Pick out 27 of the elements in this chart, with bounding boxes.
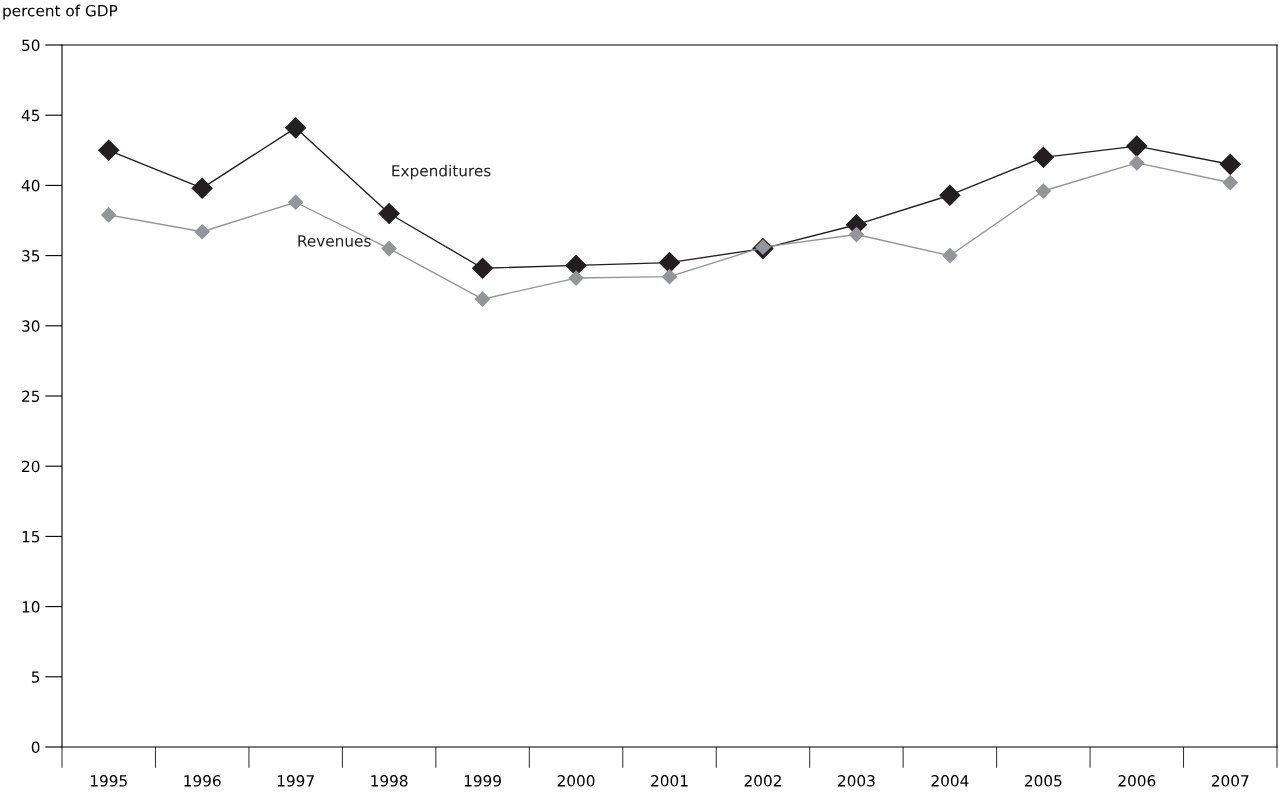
y-tick-label: 45 (21, 109, 40, 122)
y-tick-label: 0 (31, 741, 40, 754)
x-tick-label: 1998 (371, 775, 408, 787)
x-tick-label: 2001 (651, 775, 688, 787)
y-tick-label: 35 (22, 250, 40, 262)
y-tick-label: 20 (22, 460, 40, 473)
x-tick-label: 2003 (838, 775, 875, 787)
series-label: Revenues (298, 235, 371, 247)
x-tick-label: 2002 (744, 775, 781, 787)
x-tick-label: 2005 (1025, 775, 1062, 787)
y-tick-label: 30 (22, 320, 40, 332)
x-tick-label: 2000 (557, 775, 595, 787)
y-tick-label: 40 (21, 179, 40, 192)
x-tick-label: 1997 (277, 775, 314, 787)
y-tick-label: 25 (22, 390, 40, 403)
series-label: Expenditures (392, 164, 491, 180)
y-tick-label: 50 (22, 39, 40, 52)
x-tick-label: 1996 (184, 775, 221, 787)
x-tick-label: 2007 (1211, 775, 1249, 787)
y-tick-label: 15 (22, 531, 40, 543)
y-tick-label: 10 (22, 601, 40, 613)
x-tick-label: 1995 (90, 775, 127, 787)
x-tick-label: 1999 (464, 775, 501, 787)
y-tick-label: 5 (31, 671, 40, 683)
x-tick-label: 2004 (931, 775, 969, 787)
x-tick-label: 2006 (1118, 775, 1156, 787)
y-axis-title: percent of GDP (3, 4, 118, 20)
